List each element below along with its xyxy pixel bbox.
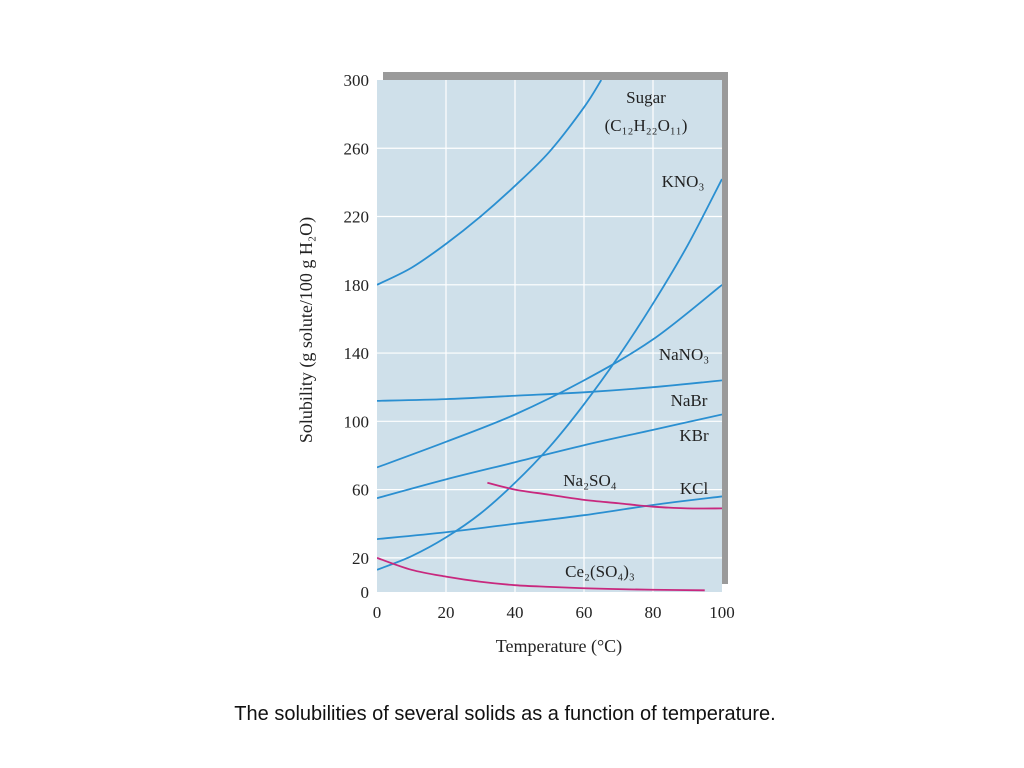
y-tick-label: 20 — [352, 549, 369, 568]
figure-caption: The solubilities of several solids as a … — [234, 703, 776, 725]
series-line-ceso — [377, 557, 705, 592]
series-label-kcl: KCl — [680, 479, 709, 498]
y-tick-label: 140 — [344, 344, 370, 363]
x-tick-labels: 0 20 40 60 80 100 — [373, 603, 735, 622]
grid-lines — [377, 80, 722, 592]
series-label-kno: KNO₃ — [662, 172, 705, 191]
y-tick-label: 180 — [344, 276, 370, 295]
y-tick-label: 260 — [344, 139, 370, 158]
y-tick-label: 100 — [344, 412, 370, 431]
series-labels: Sugar (C₁₂H₂₂O₁₁) KNO₃ NaNO₃ NaBr KBr KCl Na₂SO… — [563, 88, 709, 581]
series-label-ceso: Ce₂(SO₄)₃ — [565, 562, 635, 581]
series-line-naso — [487, 481, 722, 510]
series-label-nano: NaNO₃ — [659, 345, 709, 364]
y-tick-labels: 0 20 60 100 140 180 220 260 300 — [344, 71, 370, 602]
x-tick-label: 0 — [373, 603, 382, 622]
series-label-sugar-formula: (C₁₂H₂₂O₁₁) — [605, 116, 688, 135]
y-tick-label: 60 — [352, 481, 369, 500]
x-tick-label: 100 — [709, 603, 735, 622]
plot-area — [377, 80, 722, 592]
series-line-kbr — [377, 413, 722, 500]
series-line-kno — [377, 178, 722, 571]
series-line-nabr — [377, 379, 722, 402]
series-label-kbr: KBr — [679, 426, 709, 445]
y-axis-title: Solubility (g solute/100 g H₂O) — [296, 217, 317, 443]
x-axis-title: Temperature (°C) — [496, 636, 622, 657]
series-label-naso: Na₂SO₄ — [563, 471, 616, 490]
y-tick-label: 0 — [361, 583, 370, 602]
series-label-sugar: Sugar — [626, 88, 666, 107]
y-tick-label: 300 — [344, 71, 370, 90]
series-lines — [377, 80, 722, 592]
x-tick-label: 80 — [645, 603, 662, 622]
series-line-kcl — [377, 495, 722, 540]
series-label-nabr: NaBr — [671, 391, 708, 410]
x-tick-label: 60 — [576, 603, 593, 622]
series-line-nano — [377, 284, 722, 469]
y-tick-label: 220 — [344, 208, 370, 227]
x-tick-label: 40 — [507, 603, 524, 622]
x-tick-label: 20 — [438, 603, 455, 622]
series-line-sugar — [377, 80, 603, 286]
